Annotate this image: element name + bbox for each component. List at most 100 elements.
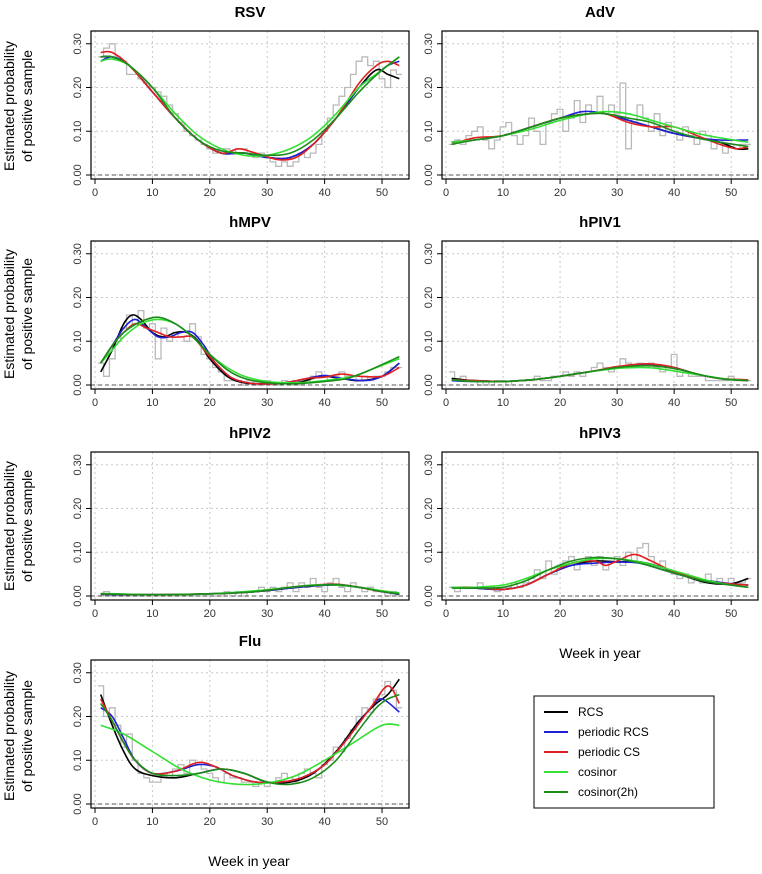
y-tick-label: 0.20	[423, 287, 435, 308]
y-tick-label: 0.30	[423, 243, 435, 264]
y-label-line1: Estimated probability	[1, 41, 17, 171]
x-tick-label: 30	[261, 816, 273, 828]
y-tick-label: 0.00	[72, 585, 84, 606]
series-line-cosinor	[100, 723, 400, 786]
x-tick-label: 50	[725, 608, 737, 620]
panel-title: hMPV	[229, 214, 271, 231]
x-tick-label: 20	[204, 397, 216, 409]
plot-frame	[90, 659, 410, 809]
x-tick-label: 20	[554, 397, 566, 409]
y-tick-label: 0.10	[423, 542, 435, 563]
y-tick-label: 0.00	[72, 793, 84, 814]
legend-label-periodic-cs: periodic CS	[578, 745, 640, 759]
y-tick-label: 0.00	[423, 585, 435, 606]
x-tick-label: 10	[146, 608, 158, 620]
plot-area	[91, 452, 409, 600]
x-tick-label: 20	[554, 187, 566, 199]
series-line-cosinor-2h	[451, 556, 749, 589]
y-tick-label: 0.30	[423, 454, 435, 475]
x-tick-label: 10	[497, 608, 509, 620]
plot-frame	[90, 240, 410, 390]
y-tick-label: 0.00	[423, 374, 435, 395]
x-tick-label: 20	[204, 608, 216, 620]
panel-title: hPIV2	[229, 425, 271, 442]
panel-title: hPIV1	[579, 214, 621, 231]
x-tick-label: 0	[443, 397, 449, 409]
panel-hmpv: hMPV 0.00 0.10 0.20 0.30 0 10 20 30 40 50	[72, 214, 410, 409]
y-tick-label: 0.10	[72, 331, 84, 352]
x-tick-label: 30	[611, 397, 623, 409]
x-tick-label: 10	[146, 187, 158, 199]
x-tick-label: 20	[554, 608, 566, 620]
x-tick-label: 10	[497, 187, 509, 199]
y-tick-label: 0.30	[423, 33, 435, 54]
panel-hpiv1: hPIV1 0.00 0.10 0.20 0.30 0 10 20 30 40 50	[423, 214, 759, 409]
y-tick-label: 0.00	[423, 164, 435, 185]
y-tick-label: 0.10	[423, 121, 435, 142]
y-axis-label-row-4: Estimated probability of positive sample	[1, 671, 35, 801]
series-line-cosinor-2h	[100, 316, 400, 385]
x-tick-label: 40	[318, 397, 330, 409]
y-tick-label: 0.30	[72, 33, 84, 54]
x-tick-label: 20	[204, 187, 216, 199]
x-tick-label: 40	[318, 816, 330, 828]
panel-hpiv2: hPIV2 0.00 0.10 0.20 0.30 0 10 20 30 40 50	[72, 425, 410, 620]
y-tick-label: 0.10	[72, 121, 84, 142]
plot-frame	[90, 451, 410, 601]
legend-label-cosinor-2h: cosinor(2h)	[578, 785, 638, 799]
x-tick-label: 0	[92, 187, 98, 199]
plot-area	[91, 31, 409, 179]
x-tick-label: 30	[261, 397, 273, 409]
x-tick-label: 0	[92, 608, 98, 620]
legend-label-periodic-rcs: periodic RCS	[578, 725, 649, 739]
x-tick-label: 50	[725, 187, 737, 199]
y-label-line2: of positive sample	[19, 470, 35, 582]
x-axis-label-right: Week in year	[559, 645, 641, 661]
x-tick-label: 30	[261, 608, 273, 620]
panel-flu: Flu 0.00 0.10 0.20 0.30 0 10 20 30 40 50	[72, 633, 410, 828]
panel-adv: AdV 0.00 0.10 0.20 0.30 0 10 20 30 40 50	[423, 4, 759, 199]
x-tick-label: 0	[92, 816, 98, 828]
legend: RCS periodic RCS periodic CS cosinor cos…	[533, 695, 715, 809]
y-tick-label: 0.00	[72, 374, 84, 395]
y-axis-label-row-1: Estimated probability of positive sample	[1, 41, 35, 171]
panel-title: hPIV3	[579, 425, 621, 442]
y-label-line1: Estimated probability	[1, 249, 17, 379]
y-tick-label: 0.20	[72, 498, 84, 519]
panel-hpiv3: hPIV3 0.00 0.10 0.20 0.30 0 10 20 30 40 50	[423, 425, 759, 620]
x-tick-label: 20	[204, 816, 216, 828]
y-tick-label: 0.10	[72, 750, 84, 771]
legend-label-cosinor: cosinor	[578, 765, 617, 779]
x-tick-label: 0	[92, 397, 98, 409]
panel-title: RSV	[235, 4, 266, 21]
plot-area	[442, 241, 758, 389]
y-tick-label: 0.20	[72, 287, 84, 308]
x-tick-label: 40	[668, 397, 680, 409]
x-tick-label: 50	[376, 397, 388, 409]
y-tick-label: 0.00	[72, 164, 84, 185]
x-tick-label: 10	[497, 397, 509, 409]
x-tick-label: 30	[611, 187, 623, 199]
plot-frame	[441, 451, 759, 601]
plot-frame	[441, 240, 759, 390]
legend-label-rcs: RCS	[578, 705, 603, 719]
x-tick-label: 50	[376, 608, 388, 620]
y-axis-label-row-3: Estimated probability of positive sample	[1, 461, 35, 591]
x-tick-label: 10	[146, 816, 158, 828]
x-tick-label: 50	[725, 397, 737, 409]
x-tick-label: 40	[318, 608, 330, 620]
x-tick-label: 40	[318, 187, 330, 199]
observed-histogram	[97, 680, 403, 788]
x-tick-label: 30	[611, 608, 623, 620]
panel-rsv: RSV 0.00 0.10 0.20 0.30 0 10 20 30 40 50	[72, 4, 410, 199]
series-line-periodic-cs	[100, 50, 400, 161]
y-tick-label: 0.20	[72, 77, 84, 98]
y-axis-label-row-2: Estimated probability of positive sample	[1, 249, 35, 379]
x-tick-label: 40	[668, 187, 680, 199]
plot-area	[442, 31, 758, 179]
x-axis-label-bottom: Week in year	[208, 853, 290, 869]
y-label-line2: of positive sample	[19, 258, 35, 370]
y-tick-label: 0.10	[72, 542, 84, 563]
plot-frame	[90, 30, 410, 180]
